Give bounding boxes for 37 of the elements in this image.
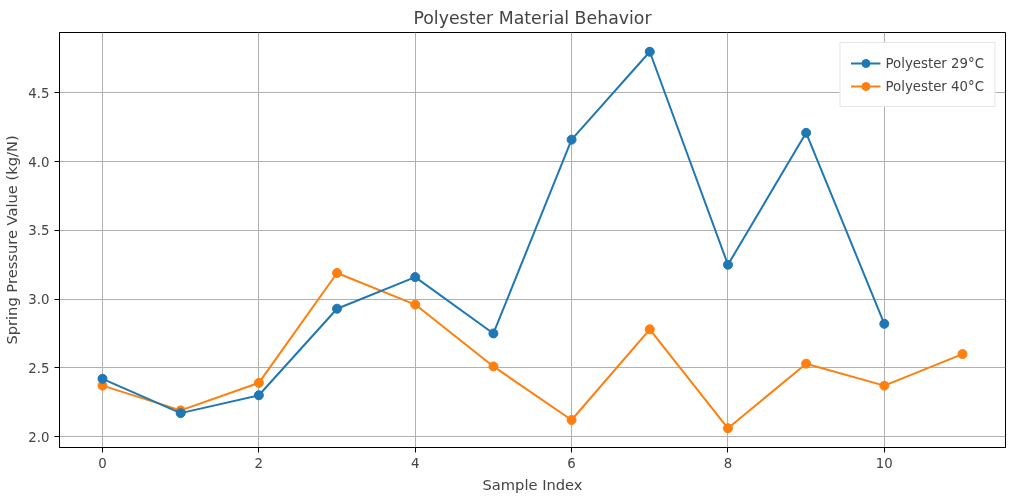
point: [410, 299, 421, 310]
point: [801, 127, 812, 138]
point: [644, 324, 655, 335]
y-tick-label: 2.0: [28, 429, 50, 445]
point: [957, 349, 968, 360]
point: [566, 415, 577, 426]
legend-label: Polyester 40°C: [885, 78, 984, 94]
x-tick-label: 2: [254, 455, 264, 471]
y-tick-label: 4.5: [28, 85, 50, 101]
y-axis-title: Spring Pressure Value (kg/N): [3, 135, 21, 345]
point: [253, 377, 264, 388]
x-tick-label: 0: [98, 455, 107, 471]
x-tick-label: 10: [875, 455, 893, 471]
point: [332, 267, 343, 278]
legend-label: Polyester 29°C: [885, 55, 984, 71]
point: [253, 390, 264, 401]
point: [879, 318, 890, 329]
x-axis-title: Sample Index: [482, 475, 583, 493]
point: [722, 423, 733, 434]
point: [722, 259, 733, 270]
point: [488, 361, 499, 372]
point: [566, 134, 577, 145]
x-tick-label: 4: [410, 455, 420, 471]
y-tick-label: 3.5: [28, 223, 50, 239]
point: [97, 373, 108, 384]
y-tick-label: 2.5: [28, 360, 50, 376]
point: [801, 358, 812, 369]
y-tick-label: 3.0: [28, 292, 50, 308]
point: [644, 46, 655, 57]
point: [488, 328, 499, 339]
x-tick-label: 8: [723, 455, 733, 471]
point: [332, 303, 343, 314]
point: [410, 272, 421, 283]
x-tick-label: 6: [567, 455, 576, 471]
chart-title: Polyester Material Behavior: [413, 7, 653, 28]
y-tick-label: 4.0: [28, 154, 50, 170]
point: [879, 380, 890, 391]
